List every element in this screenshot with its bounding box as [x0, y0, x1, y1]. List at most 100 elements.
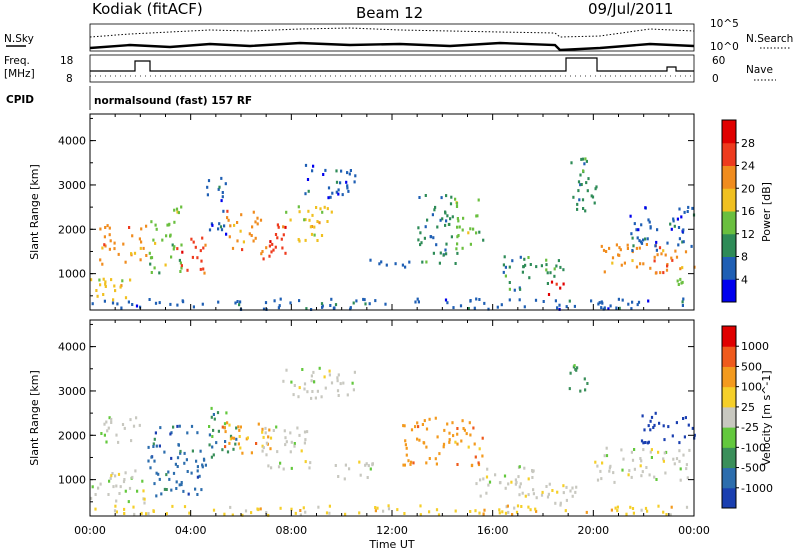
velocity-cell: [107, 493, 110, 496]
power-cell: [154, 223, 157, 227]
power-cell: [529, 263, 532, 266]
noise-tick-top: 10^5: [710, 18, 739, 30]
velocity-cell: [662, 510, 665, 514]
velocity-cell: [301, 368, 304, 371]
velocity-cell: [630, 450, 633, 454]
velocity-cell: [199, 449, 202, 453]
power-cell: [603, 270, 606, 274]
power-cell: [664, 253, 667, 257]
velocity-cell: [475, 482, 478, 486]
velocity-cell: [468, 421, 471, 425]
velocity-cell: [246, 436, 249, 440]
velocity-cell: [285, 440, 288, 444]
power-cell: [91, 302, 94, 306]
velocity-cell: [324, 386, 327, 390]
velocity-cell: [91, 485, 94, 489]
velocity-cell: [176, 424, 179, 428]
power-cell: [194, 245, 197, 249]
velocity-cell: [270, 466, 273, 470]
velocity-cell: [284, 436, 287, 440]
velocity-cell: [257, 508, 260, 512]
power-cell: [619, 248, 622, 252]
velocity-cell: [212, 508, 216, 512]
power-cell: [124, 260, 127, 264]
velocity-cell: [473, 442, 476, 446]
velocity-cell: [501, 510, 504, 514]
power-cell: [565, 305, 568, 309]
power-cell: [326, 220, 329, 223]
power-cell: [414, 300, 417, 304]
velocity-cell: [523, 466, 526, 470]
power-cell: [503, 255, 506, 259]
velocity-cell: [478, 511, 481, 515]
power-cell: [281, 246, 284, 250]
power-cell: [284, 225, 287, 229]
velocity-cell: [640, 459, 643, 463]
power-cell: [176, 303, 179, 307]
power-cell: [653, 255, 656, 259]
velocity-cell: [412, 461, 415, 465]
power-cell: [648, 220, 651, 224]
power-cell: [475, 297, 478, 301]
velocity-cell: [605, 446, 608, 450]
velocity-cell: [367, 464, 370, 468]
power-cell: [642, 238, 645, 242]
velocity-cell: [524, 494, 527, 498]
power-cell: [674, 249, 677, 253]
station-title: Kodiak (fitACF): [92, 0, 203, 18]
velocity-cell: [103, 433, 106, 437]
velocity-cell: [569, 371, 572, 375]
velocity-cell: [279, 506, 282, 510]
velocity-cell: [155, 444, 158, 448]
power-cell: [218, 185, 221, 189]
velocity-cell: [620, 448, 623, 452]
power-cell: [576, 207, 579, 211]
power-plot-frame: [89, 113, 695, 311]
velocity-cell: [212, 413, 215, 416]
noise-sky-line: [89, 27, 695, 38]
velocity-cell: [261, 430, 264, 434]
velocity-cell: [186, 431, 189, 435]
velocity-cell: [396, 508, 399, 512]
power-colorbar-label: 20: [741, 182, 755, 195]
velocity-cell: [649, 450, 652, 454]
velocity-cell: [175, 480, 178, 484]
power-cell: [450, 195, 453, 199]
velocity-colorbar-segment: [722, 467, 736, 489]
velocity-cell: [369, 467, 372, 471]
velocity-colorbar-frame: [721, 325, 737, 509]
power-cell: [313, 233, 316, 237]
power-cell: [583, 162, 586, 166]
power-cell: [684, 250, 688, 254]
velocity-cell: [140, 511, 143, 515]
velocity-cell: [223, 512, 226, 516]
velocity-cell: [421, 423, 424, 426]
power-cell: [444, 248, 447, 252]
velocity-cell: [309, 461, 312, 465]
power-cell: [630, 307, 633, 311]
velocity-cell: [152, 509, 155, 513]
velocity-cell: [118, 492, 121, 495]
power-cell: [201, 236, 204, 240]
velocity-cell: [215, 441, 218, 445]
power-cell: [670, 256, 673, 260]
power-cell: [550, 280, 554, 284]
velocity-cell: [210, 415, 213, 419]
power-cell: [173, 208, 176, 212]
velocity-cell: [261, 427, 264, 431]
beam-title: Beam 12: [356, 4, 423, 22]
power-cell: [600, 244, 603, 248]
velocity-cell: [282, 467, 285, 471]
power-cell: [421, 260, 424, 264]
velocity-cell: [241, 513, 244, 517]
power-cell: [477, 198, 480, 202]
velocity-cell: [106, 429, 109, 433]
velocity-cell: [585, 510, 588, 514]
power-cell: [199, 267, 202, 271]
power-cell: [352, 301, 355, 305]
power-cell: [590, 299, 593, 303]
power-cell: [319, 207, 322, 211]
power-cell: [462, 216, 465, 220]
power-cell: [153, 266, 156, 270]
velocity-cell: [143, 501, 146, 505]
